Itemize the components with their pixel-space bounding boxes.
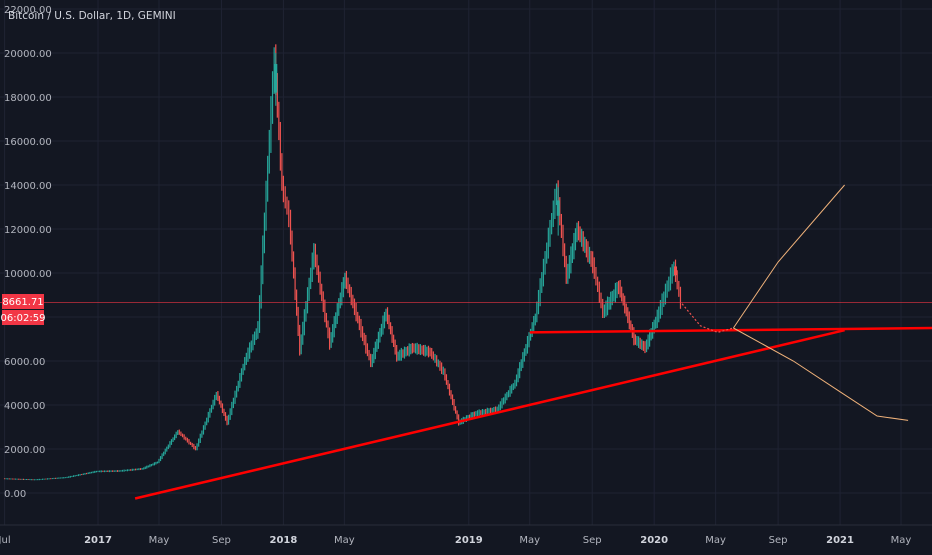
candle-body: [556, 200, 560, 216]
y-tick-label: 14000.00: [4, 181, 52, 192]
last-price-value: 8661.71: [2, 297, 43, 308]
x-axis[interactable]: Jul 2017 May Sep 2018 May 2019 May Sep 2020 May Sep…: [0, 524, 932, 546]
y-tick-label: 20000.00: [4, 49, 52, 60]
countdown-badge-bg: [2, 310, 44, 325]
x-tick-label: Sep: [583, 535, 602, 546]
y-tick-label: 10000.00: [4, 269, 52, 280]
y-tick-label: 18000.00: [4, 93, 52, 104]
projection-up-line[interactable]: [732, 184, 845, 329]
projection-down-line[interactable]: [733, 327, 909, 421]
price-badge: 8661.71 06:02:59: [1, 294, 46, 325]
y-tick-label: 2000.00: [4, 445, 45, 456]
candle-body: [274, 64, 278, 93]
x-tick-label: 2018: [269, 535, 297, 546]
x-tick-label: 2021: [826, 535, 854, 546]
rising-trendline[interactable]: [134, 328, 845, 500]
x-tick-label: May: [519, 535, 540, 546]
x-tick-label: May: [891, 535, 912, 546]
candle-body: [674, 266, 678, 276]
x-tick-label: Sep: [769, 535, 788, 546]
y-tick-label: 6000.00: [4, 357, 45, 368]
x-tick-label: Jul: [0, 535, 11, 546]
y-tick-label: 22000.00: [4, 5, 52, 16]
grid: [0, 0, 932, 525]
x-tick-label: May: [149, 535, 170, 546]
y-tick-label: 12000.00: [4, 225, 52, 236]
x-tick-label: 2019: [455, 535, 483, 546]
drawings[interactable]: [0, 184, 932, 500]
x-tick-label: 2020: [640, 535, 668, 546]
y-tick-label: 4000.00: [4, 401, 45, 412]
x-tick-label: May: [334, 535, 355, 546]
bar-countdown: 06:02:59: [1, 313, 46, 324]
y-tick-label: 0.00: [4, 489, 26, 500]
x-tick-label: 2017: [84, 535, 112, 546]
symbol-title[interactable]: Bitcoin / U.S. Dollar, 1D, GEMINI: [8, 10, 176, 22]
y-tick-label: 16000.00: [4, 137, 52, 148]
support-line[interactable]: [529, 326, 932, 334]
x-tick-label: Sep: [212, 535, 231, 546]
last-price-badge-bg: [2, 294, 44, 309]
projected-dip-path[interactable]: [681, 303, 734, 334]
price-series: [3, 44, 682, 481]
x-tick-label: May: [705, 535, 726, 546]
